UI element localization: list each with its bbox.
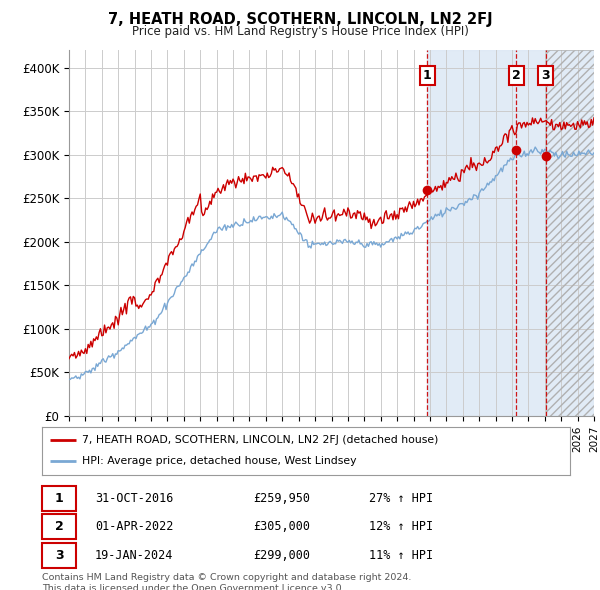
Text: HPI: Average price, detached house, West Lindsey: HPI: Average price, detached house, West… xyxy=(82,457,356,467)
Text: 1: 1 xyxy=(423,69,431,82)
Text: 19-JAN-2024: 19-JAN-2024 xyxy=(95,549,173,562)
FancyBboxPatch shape xyxy=(42,514,76,539)
Text: 2: 2 xyxy=(512,69,520,82)
Text: 2: 2 xyxy=(55,520,64,533)
Text: 27% ↑ HPI: 27% ↑ HPI xyxy=(370,492,433,505)
Text: 7, HEATH ROAD, SCOTHERN, LINCOLN, LN2 2FJ: 7, HEATH ROAD, SCOTHERN, LINCOLN, LN2 2F… xyxy=(107,12,493,27)
Text: 3: 3 xyxy=(541,69,550,82)
Text: 12% ↑ HPI: 12% ↑ HPI xyxy=(370,520,433,533)
Text: £299,000: £299,000 xyxy=(253,549,310,562)
Bar xyxy=(545,50,594,416)
FancyBboxPatch shape xyxy=(42,543,76,568)
Text: £305,000: £305,000 xyxy=(253,520,310,533)
Text: Contains HM Land Registry data © Crown copyright and database right 2024.
This d: Contains HM Land Registry data © Crown c… xyxy=(42,573,412,590)
Text: Price paid vs. HM Land Registry's House Price Index (HPI): Price paid vs. HM Land Registry's House … xyxy=(131,25,469,38)
FancyBboxPatch shape xyxy=(42,486,76,511)
Text: 3: 3 xyxy=(55,549,64,562)
Text: £259,950: £259,950 xyxy=(253,492,310,505)
Text: 01-APR-2022: 01-APR-2022 xyxy=(95,520,173,533)
Bar xyxy=(427,50,594,416)
Text: 11% ↑ HPI: 11% ↑ HPI xyxy=(370,549,433,562)
Text: 1: 1 xyxy=(55,492,64,505)
Text: 31-OCT-2016: 31-OCT-2016 xyxy=(95,492,173,505)
Text: 7, HEATH ROAD, SCOTHERN, LINCOLN, LN2 2FJ (detached house): 7, HEATH ROAD, SCOTHERN, LINCOLN, LN2 2F… xyxy=(82,435,438,445)
